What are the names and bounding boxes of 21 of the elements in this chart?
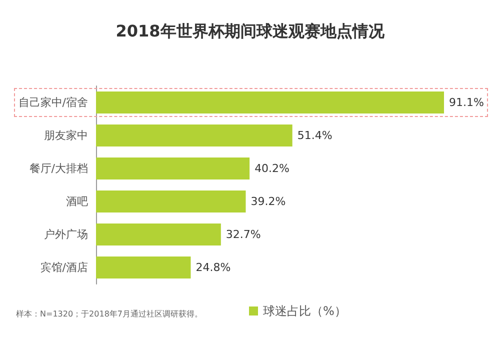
y-tick-label: 餐厅/大排档 — [29, 162, 88, 175]
data-label: 91.1% — [449, 96, 484, 109]
data-label: 40.2% — [254, 162, 290, 175]
text: 样本：N=1320；于2018年7月通过社区调研获得。 — [16, 310, 202, 318]
y-tick-label: 自己家中/宿舍 — [18, 96, 88, 109]
y-tick-label: 宾馆/酒店 — [40, 261, 88, 274]
bar — [96, 190, 246, 212]
y-tick-label: 酒吧 — [66, 195, 88, 208]
data-label: 51.4% — [297, 129, 332, 142]
bar — [96, 224, 221, 246]
legend-label: 球迷占比（%） — [263, 304, 346, 318]
data-label: 32.7% — [226, 228, 261, 241]
y-tick-label: 朋友家中 — [44, 129, 88, 142]
y-tick-label: 户外广场 — [44, 228, 88, 241]
bar — [96, 92, 444, 114]
bar — [96, 256, 191, 278]
chart-title: 2018年世界杯期间球迷观赛地点情况 — [116, 22, 386, 40]
data-label: 39.2% — [250, 195, 286, 208]
data-label: 24.8% — [196, 261, 231, 274]
bar — [96, 158, 250, 180]
bar — [96, 124, 292, 146]
